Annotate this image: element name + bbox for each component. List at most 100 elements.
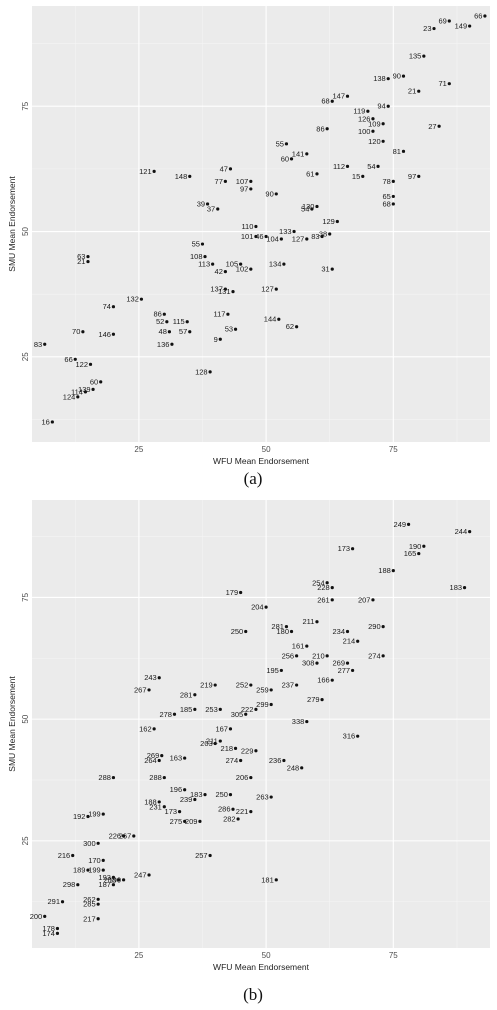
point-marker [226, 312, 230, 316]
data-point: 107 [236, 177, 253, 186]
data-point: 206 [236, 773, 253, 782]
point-marker [160, 754, 164, 758]
data-point: 190 [409, 542, 426, 551]
data-point: 161 [292, 642, 309, 651]
point-label: 288 [149, 773, 162, 782]
data-point: 144 [264, 315, 281, 324]
point-marker [254, 234, 258, 239]
point-label: 275 [170, 817, 183, 826]
point-label: 282 [223, 814, 236, 823]
point-marker [249, 775, 253, 780]
point-marker [422, 54, 426, 58]
data-point: 16 [42, 417, 54, 426]
point-label: 200 [30, 912, 43, 921]
point-marker [185, 320, 189, 324]
point-label: 66 [64, 355, 72, 364]
point-marker [447, 82, 451, 86]
point-marker [43, 914, 47, 918]
point-label: 100 [358, 127, 371, 136]
point-label: 218 [221, 744, 234, 753]
point-marker [391, 569, 395, 573]
point-label: 285 [83, 900, 96, 909]
point-marker [417, 551, 421, 556]
point-marker [376, 164, 380, 168]
point-label: 23 [423, 24, 431, 33]
point-marker [386, 104, 390, 108]
data-point: 195 [266, 666, 283, 675]
point-label: 188 [378, 566, 391, 575]
point-marker [345, 164, 350, 168]
point-label: 165 [404, 549, 417, 558]
data-point: 135 [409, 52, 426, 61]
point-label: 54 [301, 204, 309, 213]
point-marker [116, 878, 121, 882]
point-label: 300 [83, 839, 96, 848]
point-label: 259 [256, 685, 269, 694]
point-marker [76, 883, 80, 887]
point-label: 54 [367, 162, 375, 171]
point-marker [216, 207, 220, 211]
point-label: 248 [287, 763, 300, 772]
point-label: 15 [352, 172, 360, 181]
point-marker [188, 174, 192, 178]
point-marker [417, 174, 421, 178]
data-point: 180 [277, 627, 294, 636]
x-tick-label: 75 [389, 951, 398, 960]
data-point: 163 [170, 754, 187, 763]
data-point: 221 [236, 807, 253, 816]
point-label: 180 [277, 627, 290, 636]
point-marker [213, 741, 217, 746]
point-marker [111, 305, 116, 309]
point-marker [274, 192, 278, 196]
y-tick-label: 50 [21, 227, 30, 236]
point-marker [401, 74, 406, 78]
point-label: 161 [292, 642, 305, 651]
point-marker [71, 853, 75, 858]
data-point: 274 [368, 651, 385, 660]
point-marker [284, 625, 289, 629]
data-point: 200 [30, 912, 47, 921]
data-point: 48 [159, 327, 171, 336]
point-label: 269 [332, 659, 345, 668]
point-label: 178 [42, 924, 55, 933]
data-point: 78 [382, 177, 395, 186]
data-point: 70 [72, 327, 85, 336]
point-marker [249, 810, 253, 814]
point-label: 187 [98, 880, 111, 889]
point-label: 21 [77, 257, 85, 266]
data-point: 52 [156, 317, 169, 326]
point-marker [325, 127, 329, 131]
data-point: 275 [170, 817, 187, 826]
point-marker [239, 758, 243, 763]
data-point: 216 [58, 851, 75, 860]
point-label: 253 [205, 705, 218, 714]
data-point: 57 [179, 327, 192, 336]
data-point: 248 [287, 763, 304, 772]
data-point: 291 [48, 897, 65, 906]
point-label: 193 [98, 873, 111, 882]
point-marker [330, 678, 334, 682]
data-point: 108 [190, 252, 207, 261]
data-point: 274 [226, 756, 243, 765]
point-label: 105 [226, 260, 239, 269]
point-label: 68 [382, 199, 390, 208]
point-label: 263 [256, 793, 269, 802]
data-point: 192 [73, 812, 90, 821]
data-point: 286 [218, 805, 235, 814]
point-label: 305 [231, 710, 244, 719]
data-point: 181 [261, 875, 278, 884]
data-point: 83 [34, 340, 47, 349]
data-point: 90 [265, 189, 278, 198]
point-marker [345, 661, 350, 665]
point-label: 39 [197, 199, 205, 208]
point-label: 77 [215, 177, 223, 186]
point-label: 278 [159, 710, 172, 719]
data-point: 207 [358, 595, 375, 604]
point-marker [381, 139, 385, 143]
point-label: 185 [180, 705, 193, 714]
data-point: 277 [338, 666, 355, 675]
data-point: 23 [423, 24, 436, 33]
y-tick-label: 50 [21, 714, 30, 723]
x-axis-title: WFU Mean Endorsement [213, 456, 310, 466]
point-marker [284, 142, 289, 146]
